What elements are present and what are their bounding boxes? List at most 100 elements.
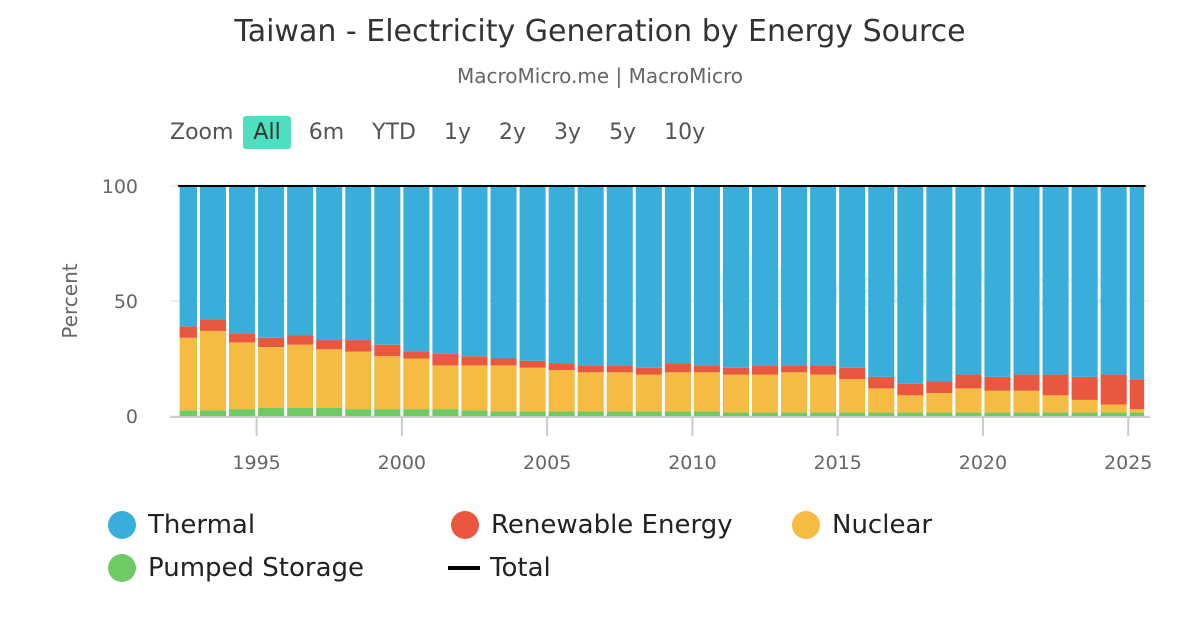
bar-pumped-storage: [1071, 412, 1098, 416]
bar-thermal: [897, 186, 924, 384]
bar-pumped-storage: [635, 411, 662, 416]
bar-renewable-energy: [1100, 374, 1127, 405]
legend-label: Renewable Energy: [491, 510, 733, 540]
bar-renewable-energy: [490, 358, 517, 366]
bar-pumped-storage: [1100, 412, 1127, 416]
bar-renewable-energy: [179, 326, 197, 338]
bar-nuclear: [955, 388, 982, 413]
bar-renewable-energy: [199, 319, 227, 331]
bar-nuclear: [179, 337, 197, 411]
bar-thermal: [577, 186, 604, 366]
bar-nuclear: [229, 342, 256, 410]
bar-pumped-storage: [345, 409, 372, 416]
legend-nuclear[interactable]: Nuclear: [792, 510, 932, 540]
bar-renewable-energy: [897, 383, 924, 396]
legend-label: Pumped Storage: [148, 553, 365, 583]
y-axis-title: Percent: [58, 263, 82, 338]
bar-pumped-storage: [752, 412, 779, 416]
y-tick-label: 0: [126, 406, 138, 428]
x-tick-label: 2010: [668, 452, 716, 474]
bar-nuclear: [722, 374, 750, 413]
bar-thermal: [1013, 186, 1040, 375]
bar-pumped-storage: [490, 411, 517, 416]
bar-pumped-storage: [403, 409, 430, 416]
legend-thermal[interactable]: Thermal: [108, 510, 255, 540]
bar-thermal: [752, 186, 779, 366]
zoom-3y-button[interactable]: 3y: [554, 120, 582, 145]
bar-nuclear: [984, 390, 1011, 413]
bar-thermal: [868, 186, 895, 377]
bar-renewable-energy: [810, 365, 837, 375]
chart-subtitle: MacroMicro.me | MacroMicro: [457, 64, 743, 88]
legend-renewable[interactable]: Renewable Energy: [451, 510, 733, 540]
bar-nuclear: [258, 347, 285, 408]
bar-pumped-storage: [548, 411, 575, 416]
bar-nuclear: [839, 379, 866, 413]
bar-renewable-energy: [781, 365, 808, 373]
bar-thermal: [316, 186, 343, 341]
bar-renewable-energy: [984, 376, 1011, 391]
zoom-5y-button[interactable]: 5y: [609, 120, 637, 145]
bar-nuclear: [548, 370, 575, 412]
bar-nuclear: [1042, 395, 1069, 413]
renewable-circle-icon: [451, 511, 479, 539]
bar-nuclear: [432, 365, 459, 410]
bar-pumped-storage: [868, 412, 895, 416]
bar-renewable-energy: [519, 360, 546, 368]
bar-pumped-storage: [519, 411, 546, 416]
bar-thermal: [403, 186, 430, 352]
bar-thermal: [664, 186, 691, 364]
legend-label: Total: [490, 553, 551, 583]
bar-nuclear: [199, 330, 227, 411]
legend-total[interactable]: Total: [448, 553, 551, 583]
zoom-ytd-button[interactable]: YTD: [372, 120, 416, 145]
bar-thermal: [1129, 186, 1145, 380]
bar-renewable-energy: [664, 363, 691, 373]
bar-pumped-storage: [693, 411, 720, 416]
bar-thermal: [839, 186, 866, 368]
bar-pumped-storage: [287, 407, 314, 416]
bar-nuclear: [1100, 404, 1127, 413]
bar-pumped-storage: [606, 411, 633, 416]
bar-thermal: [1042, 186, 1069, 375]
bar-thermal: [432, 186, 459, 354]
bar-pumped-storage: [810, 412, 837, 416]
bar-pumped-storage: [1042, 412, 1069, 416]
bar-nuclear: [287, 344, 314, 408]
bar-renewable-energy: [548, 363, 575, 370]
zoom-6m-button[interactable]: 6m: [308, 120, 345, 145]
bar-pumped-storage: [955, 412, 982, 416]
bar-nuclear: [577, 372, 604, 412]
legend-pumped-storage[interactable]: Pumped Storage: [108, 553, 364, 583]
bar-renewable-energy: [577, 365, 604, 373]
bar-thermal: [199, 186, 227, 320]
bar-thermal: [461, 186, 488, 357]
x-tick-label: 2025: [1104, 452, 1152, 474]
bar-nuclear: [868, 388, 895, 413]
bar-thermal: [781, 186, 808, 366]
bar-nuclear: [781, 372, 808, 413]
bar-pumped-storage: [781, 412, 808, 416]
bar-renewable-energy: [635, 367, 662, 375]
bar-thermal: [229, 186, 256, 334]
zoom-2y-button[interactable]: 2y: [499, 120, 527, 145]
zoom-all-button[interactable]: All: [243, 116, 291, 149]
bar-renewable-energy: [606, 365, 633, 373]
bar-thermal: [635, 186, 662, 368]
zoom-1y-button[interactable]: 1y: [443, 120, 471, 145]
legend-label: Thermal: [148, 510, 256, 540]
bar-renewable-energy: [316, 340, 343, 350]
zoom-10y-button[interactable]: 10y: [664, 120, 706, 145]
bar-thermal: [810, 186, 837, 366]
bar-thermal: [1100, 186, 1127, 375]
pumped-storage-circle-icon: [108, 554, 136, 582]
bar-nuclear: [752, 374, 779, 413]
bar-nuclear: [1013, 390, 1040, 413]
bar-thermal: [722, 186, 750, 368]
bar-renewable-energy: [1071, 376, 1098, 400]
bar-thermal: [926, 186, 953, 382]
bar-nuclear: [664, 372, 691, 412]
bar-nuclear: [635, 374, 662, 412]
bar-nuclear: [374, 356, 401, 410]
bar-nuclear: [316, 349, 343, 408]
